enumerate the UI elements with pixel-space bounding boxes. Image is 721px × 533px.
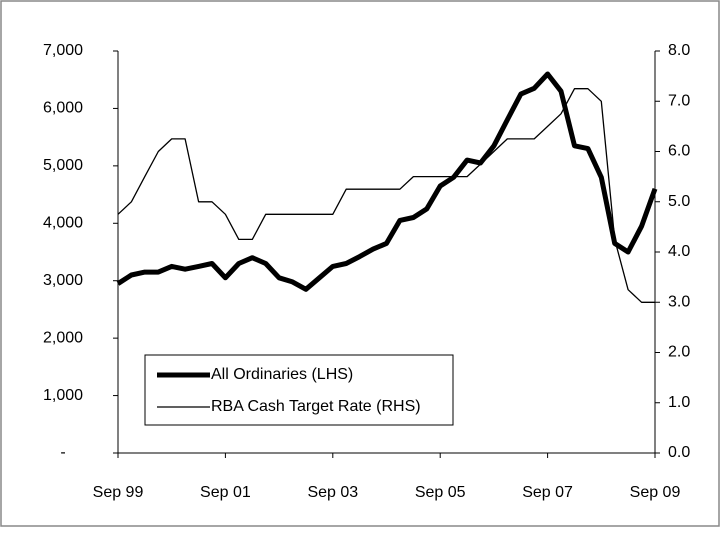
x-tick-label: Sep 07	[522, 484, 573, 501]
y-tick-label: 7,000	[43, 42, 83, 59]
x-tick-label: Sep 09	[630, 484, 681, 501]
y2-tick-label: 1.0	[668, 394, 690, 411]
y2-tick-label: 5.0	[668, 193, 690, 210]
x-tick-label: Sep 01	[200, 484, 251, 501]
y2-tick-label: 7.0	[668, 92, 690, 109]
y-tick-label: 2,000	[43, 329, 83, 346]
y2-tick-label: 4.0	[668, 243, 690, 260]
y2-tick-label: 8.0	[668, 42, 690, 59]
legend-label: All Ordinaries (LHS)	[211, 366, 353, 383]
x-tick-label: Sep 03	[307, 484, 358, 501]
x-tick-label: Sep 05	[415, 484, 466, 501]
series-line	[116, 71, 658, 292]
x-tick-label: Sep 99	[93, 484, 144, 501]
y-tick-label: 1,000	[43, 387, 83, 404]
legend-box	[144, 354, 454, 426]
y2-tick-label: 6.0	[668, 143, 690, 160]
y-tick-label: 6,000	[43, 100, 83, 117]
y-tick-label: -	[60, 444, 65, 461]
y-tick-label: 5,000	[43, 157, 83, 174]
y-tick-label: 4,000	[43, 215, 83, 232]
y2-tick-label: 2.0	[668, 344, 690, 361]
y2-tick-label: 0.0	[668, 444, 690, 461]
legend-label: RBA Cash Target Rate (RHS)	[211, 398, 421, 415]
y2-tick-label: 3.0	[668, 293, 690, 310]
y-tick-label: 3,000	[43, 272, 83, 289]
